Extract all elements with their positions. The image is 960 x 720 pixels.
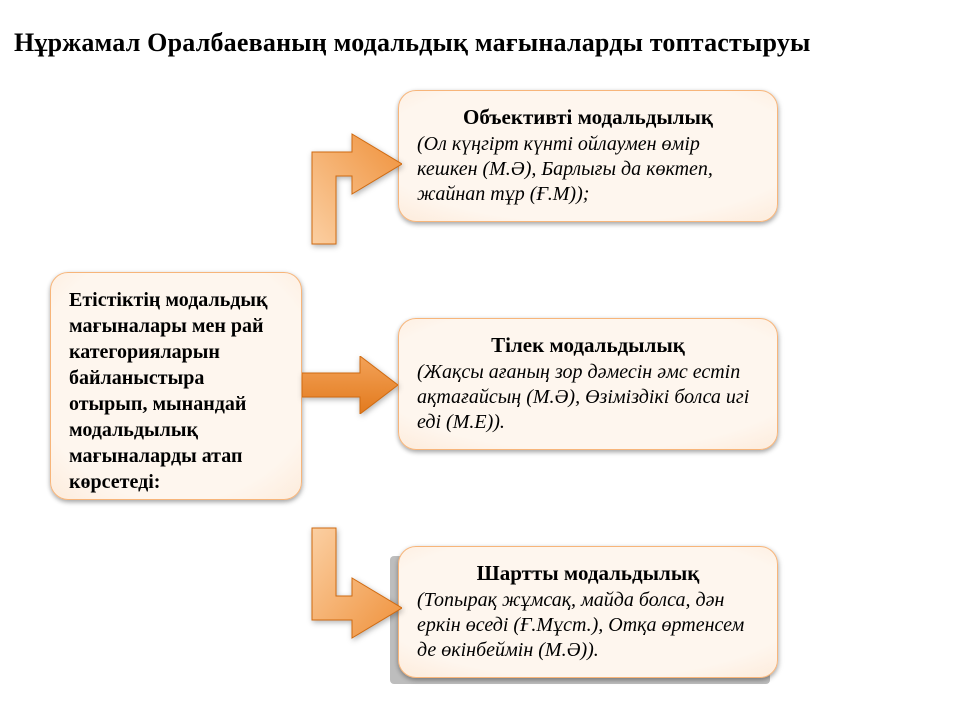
target-box-body: (Жақсы ағаның зор дәмесін әмс естіп ақта… <box>417 360 759 435</box>
arrow-elbow-down <box>292 500 402 650</box>
target-box-objective: Объективті модальдылық (Ол күңгірт күнті… <box>398 90 778 222</box>
arrow-straight <box>302 356 398 414</box>
target-box-title: Тілек модальдылық <box>417 333 759 358</box>
target-box-wish: Тілек модальдылық (Жақсы ағаның зор дәме… <box>398 318 778 450</box>
target-box-body: (Топырақ жұмсақ, майда болса, дән еркін … <box>417 588 759 663</box>
target-box-title: Шартты модальдылық <box>417 561 759 586</box>
target-box-body: (Ол күңгірт күнті ойлаумен өмір кешкен (… <box>417 132 759 207</box>
diagram-canvas: Нұржамал Оралбаеваның модальдық мағынала… <box>0 0 960 720</box>
target-box-title: Объективті модальдылық <box>417 105 759 130</box>
page-title: Нұржамал Оралбаеваның модальдық мағынала… <box>14 28 946 58</box>
arrow-elbow-up <box>292 122 402 272</box>
source-box-text: Етістіктің модальдық мағыналары мен рай … <box>69 287 283 495</box>
source-box: Етістіктің модальдық мағыналары мен рай … <box>50 272 302 500</box>
target-box-conditional: Шартты модальдылық (Топырақ жұмсақ, майд… <box>398 546 778 678</box>
